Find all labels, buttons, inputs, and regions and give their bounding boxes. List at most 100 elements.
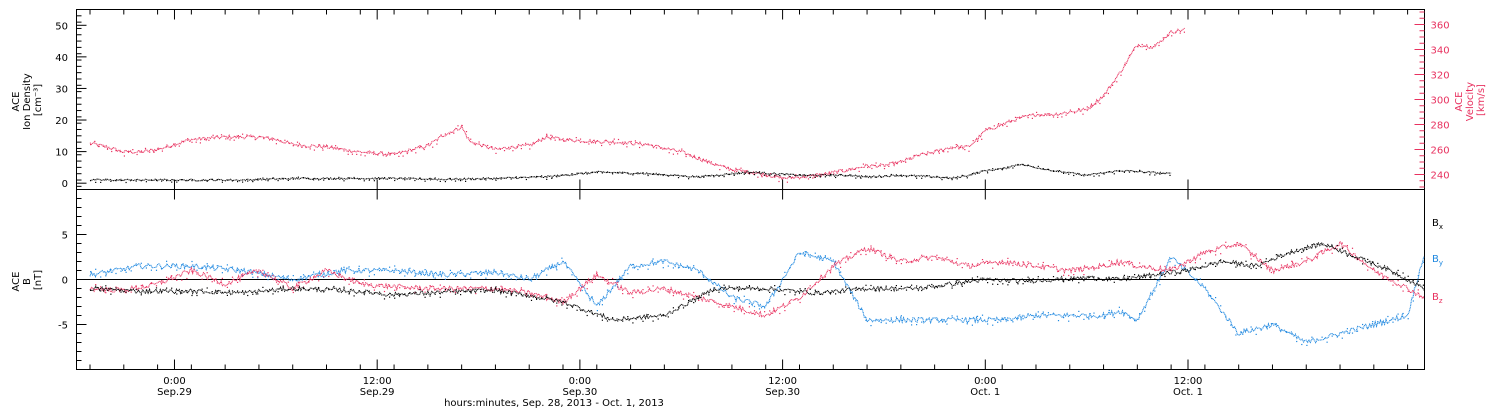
data-point bbox=[584, 141, 586, 143]
data-point bbox=[1007, 319, 1009, 322]
data-point bbox=[135, 180, 137, 182]
data-point bbox=[738, 286, 740, 288]
data-point bbox=[525, 178, 527, 181]
data-point bbox=[199, 142, 201, 144]
data-point bbox=[353, 176, 355, 179]
data-point bbox=[774, 285, 776, 287]
data-point bbox=[1078, 267, 1080, 270]
data-point bbox=[516, 146, 518, 148]
data-point bbox=[145, 181, 147, 183]
data-point bbox=[870, 325, 872, 327]
data-point bbox=[1061, 116, 1063, 118]
data-point bbox=[1012, 264, 1014, 267]
data-point bbox=[1164, 265, 1166, 268]
data-point bbox=[964, 149, 966, 151]
data-point bbox=[1422, 296, 1424, 298]
data-point bbox=[1240, 243, 1242, 245]
data-point bbox=[1321, 244, 1323, 246]
data-point bbox=[216, 290, 218, 292]
data-point bbox=[536, 298, 538, 300]
data-point bbox=[637, 289, 639, 291]
data-point bbox=[786, 181, 788, 183]
data-point bbox=[1372, 261, 1374, 263]
data-point bbox=[706, 161, 708, 163]
data-point bbox=[870, 177, 872, 179]
top-right-axis-label: ACE Velocity [km/s] bbox=[1454, 79, 1487, 121]
data-point bbox=[723, 176, 725, 178]
data-point bbox=[171, 265, 173, 267]
data-point bbox=[389, 296, 391, 298]
data-point bbox=[936, 319, 938, 321]
data-point bbox=[961, 317, 963, 320]
data-point bbox=[1220, 305, 1222, 307]
data-point bbox=[1065, 114, 1067, 116]
data-point bbox=[718, 306, 720, 308]
data-point bbox=[318, 287, 320, 289]
data-point bbox=[956, 258, 958, 260]
data-point bbox=[1402, 290, 1404, 292]
data-point bbox=[378, 270, 381, 272]
data-point bbox=[875, 290, 877, 292]
data-point bbox=[981, 279, 984, 281]
data-point bbox=[1128, 260, 1131, 262]
data-point bbox=[1010, 121, 1012, 123]
top-left-tick-label: 0 bbox=[62, 179, 68, 190]
data-point bbox=[247, 272, 249, 274]
data-point bbox=[115, 287, 117, 289]
data-point bbox=[571, 305, 573, 307]
data-point bbox=[454, 291, 457, 294]
data-point bbox=[667, 316, 669, 318]
data-point bbox=[647, 314, 649, 316]
data-point bbox=[287, 281, 289, 283]
bottom-left-axis-label-line2: B bbox=[22, 278, 33, 285]
data-point bbox=[470, 289, 472, 291]
series-ion-density bbox=[89, 163, 1172, 184]
data-point bbox=[140, 262, 142, 264]
data-point bbox=[596, 140, 598, 142]
data-point bbox=[662, 267, 664, 269]
data-point bbox=[1422, 284, 1424, 286]
data-point bbox=[639, 146, 641, 149]
data-point bbox=[1402, 312, 1404, 315]
data-point bbox=[406, 152, 408, 155]
data-point bbox=[926, 175, 928, 177]
data-point bbox=[414, 293, 416, 295]
data-point bbox=[1179, 264, 1181, 266]
data-point bbox=[693, 176, 695, 178]
data-point bbox=[385, 155, 387, 157]
data-point bbox=[520, 176, 522, 179]
data-point bbox=[419, 272, 421, 274]
data-point bbox=[612, 173, 614, 175]
data-point bbox=[1275, 254, 1277, 256]
data-point bbox=[220, 134, 223, 136]
data-point bbox=[688, 300, 690, 302]
data-point bbox=[1204, 251, 1207, 253]
data-point bbox=[947, 151, 949, 153]
data-point bbox=[1199, 267, 1201, 269]
x-tick-sublabel: Oct. 1 bbox=[1173, 387, 1203, 398]
data-point bbox=[1326, 246, 1328, 248]
data-point bbox=[465, 275, 467, 278]
data-point bbox=[1346, 245, 1348, 247]
data-point bbox=[855, 300, 857, 302]
data-point bbox=[617, 281, 619, 283]
data-point bbox=[1159, 278, 1161, 280]
data-point bbox=[715, 163, 717, 165]
data-point bbox=[1412, 290, 1414, 292]
data-point bbox=[961, 174, 963, 176]
data-point bbox=[145, 267, 147, 269]
data-point bbox=[231, 266, 234, 268]
data-point bbox=[1107, 92, 1109, 95]
data-point bbox=[181, 292, 183, 294]
x-tick-label: 12:00 bbox=[1174, 376, 1203, 387]
data-point bbox=[520, 294, 522, 296]
data-point bbox=[424, 296, 426, 298]
data-point bbox=[449, 177, 451, 180]
data-point bbox=[102, 145, 104, 147]
data-point bbox=[858, 170, 860, 172]
data-point bbox=[930, 152, 932, 154]
data-point bbox=[961, 267, 963, 269]
data-point bbox=[155, 269, 158, 271]
data-point bbox=[571, 173, 573, 175]
top-right-tick-label: 320 bbox=[1431, 71, 1450, 82]
